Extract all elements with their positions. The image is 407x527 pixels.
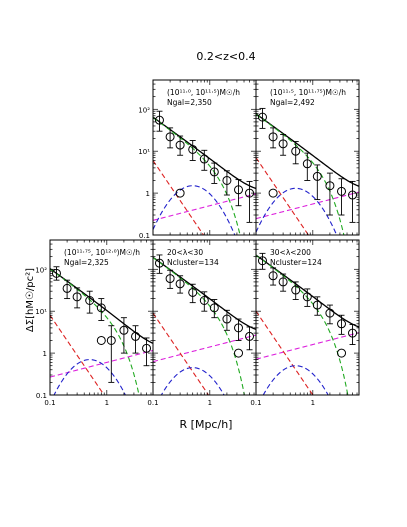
data-point [209,303,219,313]
figure-title: 0.2<z<0.4 [196,50,255,63]
panel-label-line: 30<λ<200 [270,248,311,257]
model-curve-2-halo [256,332,359,360]
data-point [257,112,267,122]
y-tick-label: 0.1 [139,232,150,240]
data-point-low [96,335,106,345]
data-point-low [337,348,347,358]
data-point [337,186,347,196]
data-point [96,303,106,313]
data-point [325,181,335,191]
data-point [165,274,175,284]
model-curve-1-halo [153,257,245,395]
model-curve-2-halo [50,349,153,378]
data-point [209,167,219,177]
model-curve-offset [53,359,126,395]
model-curve-offset [160,367,225,395]
x-tick-label: 1 [311,399,315,407]
panel-bottom-left: (10¹¹·⁷⁵, 10¹²·⁰)M☉/hNgal=2,3250.1110¹10… [35,239,154,407]
data-point [175,140,185,150]
data-point [199,154,209,164]
y-tick-label: 1 [146,190,150,198]
panel-label-line: Ngal=2,492 [270,98,315,107]
data-point [131,331,141,341]
model-curve-offset [153,185,236,235]
x-axis-label: R [Mpc/h] [180,418,233,431]
y-tick-label: 0.1 [36,392,47,400]
data-point-low [268,188,278,198]
data-point [257,256,267,266]
y-tick-label: 1 [43,350,47,358]
data-point [312,171,322,181]
data-point [188,144,198,154]
data-point [268,271,278,281]
data-point [62,283,72,293]
panel-plot-area [256,252,359,395]
panel-label-line: 20<λ<30 [167,248,203,257]
data-point [85,295,95,305]
x-tick-label: 0.1 [44,399,55,407]
data-point [312,300,322,310]
model-curve-stellar [50,314,105,395]
x-tick-label: 1 [208,399,212,407]
model-curve-stellar [256,310,314,395]
data-point [302,292,312,302]
data-point [278,139,288,149]
y-tick-label: 10² [35,266,47,274]
panel-label-line: Ngal=2,325 [64,258,109,267]
data-point [154,258,164,268]
panel-plot-area [153,254,256,395]
data-point [188,287,198,297]
panel-label-line: Ngal=2,350 [167,98,212,107]
data-point [119,325,129,335]
model-curve-2-halo [153,334,256,363]
x-tick-label: 1 [105,399,109,407]
data-point [106,335,116,345]
panel-label-line: Ncluster=124 [270,258,322,267]
data-point [222,314,232,324]
model-curve-offset [262,365,329,395]
panel-label-line: (10¹¹·⁷⁵, 10¹²·⁰)M☉/h [64,248,140,257]
model-curve-2-halo [153,193,256,221]
panel-label-line: (10¹¹·⁰, 10¹¹·⁵)M☉/h [167,88,240,97]
data-point [245,331,255,341]
data-point [302,159,312,169]
y-axis-label: ΔΣ[hM☉/pc²] [25,268,36,332]
data-point [234,185,244,195]
data-point [72,292,82,302]
y-tick-label: 10² [138,106,150,114]
data-point [234,323,244,333]
data-point-low [175,188,185,198]
model-curve-stellar [153,312,210,395]
data-point [325,308,335,318]
data-point-low [234,348,244,358]
model-curve-offset [256,187,338,235]
data-point [175,279,185,289]
data-point [165,132,175,142]
y-tick-label: 10¹ [35,308,47,316]
data-point [199,295,209,305]
panel-label-line: Ncluster=134 [167,258,219,267]
panel-plot-area [153,110,256,235]
panel-label-line: (10¹¹·⁵, 10¹¹·⁷⁵)M☉/h [270,88,346,97]
model-curve-stellar [153,160,205,235]
data-point [154,115,164,125]
x-tick-label: 0.1 [147,399,158,407]
data-point [142,343,152,353]
data-point [278,277,288,287]
data-point [222,175,232,185]
panel-plot-area [50,266,153,395]
data-point [337,319,347,329]
data-point [291,285,301,295]
data-point [291,146,301,156]
x-tick-label: 0.1 [250,399,261,407]
data-point [268,132,278,142]
y-tick-label: 10¹ [138,148,150,156]
